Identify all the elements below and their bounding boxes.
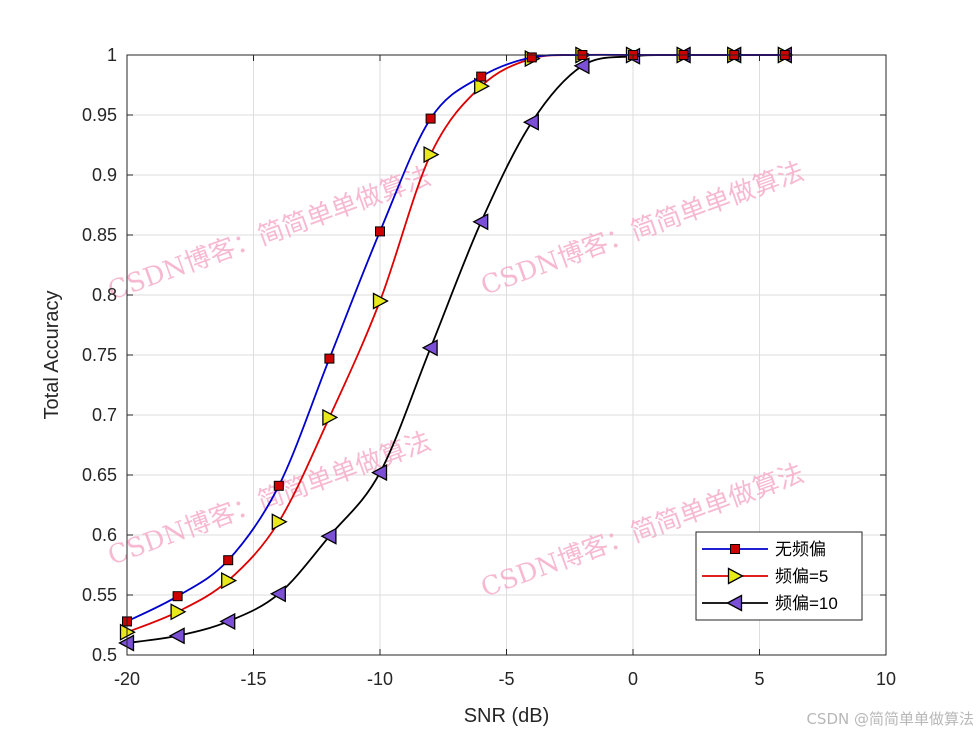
watermark-3: CSDN博客：简简单单做算法 bbox=[104, 427, 435, 572]
data-point bbox=[573, 57, 590, 75]
x-tick-label: -5 bbox=[498, 669, 514, 689]
data-point bbox=[219, 612, 236, 630]
legend-label: 无频偏 bbox=[775, 540, 826, 559]
data-point bbox=[172, 591, 183, 602]
data-point bbox=[476, 71, 487, 82]
series-2 bbox=[119, 46, 794, 641]
data-point bbox=[324, 353, 335, 364]
y-tick-label: 0.7 bbox=[92, 405, 117, 425]
data-point bbox=[371, 464, 388, 482]
x-tick-label: -10 bbox=[367, 669, 393, 689]
y-tick-label: 0.95 bbox=[82, 105, 117, 125]
y-tick-label: 0.75 bbox=[82, 345, 117, 365]
data-point bbox=[522, 113, 539, 131]
x-tick-label: -15 bbox=[240, 669, 266, 689]
y-tick-label: 0.9 bbox=[92, 165, 117, 185]
legend-marker bbox=[727, 567, 744, 585]
data-point bbox=[223, 555, 234, 566]
y-tick-label: 0.65 bbox=[82, 465, 117, 485]
x-tick-label: 10 bbox=[876, 669, 896, 689]
series-line bbox=[126, 53, 785, 634]
data-point bbox=[322, 408, 339, 426]
data-point bbox=[423, 146, 440, 164]
data-point bbox=[320, 527, 337, 545]
legend-item: 频偏=5 bbox=[702, 567, 828, 586]
y-tick-label: 0.8 bbox=[92, 285, 117, 305]
series-3 bbox=[118, 46, 792, 652]
y-tick-label: 0.85 bbox=[82, 225, 117, 245]
legend-item: 频偏=10 bbox=[702, 594, 838, 613]
legend-label: 频偏=10 bbox=[775, 594, 838, 613]
data-point bbox=[269, 585, 286, 603]
x-tick-label: 5 bbox=[754, 669, 764, 689]
data-point bbox=[425, 113, 436, 124]
x-axis-label: SNR (dB) bbox=[464, 705, 550, 727]
data-point bbox=[526, 52, 537, 63]
series-1 bbox=[122, 50, 790, 627]
data-point bbox=[421, 339, 438, 357]
legend-item: 无频偏 bbox=[702, 540, 826, 559]
data-point bbox=[221, 572, 238, 590]
y-tick-label: 0.55 bbox=[82, 585, 117, 605]
series-line bbox=[126, 54, 785, 644]
data-point bbox=[168, 627, 185, 645]
data-point bbox=[271, 513, 288, 531]
y-tick-label: 0.6 bbox=[92, 525, 117, 545]
legend-label: 频偏=5 bbox=[775, 567, 828, 586]
y-tick-label: 0.5 bbox=[92, 645, 117, 665]
series-layer bbox=[118, 46, 794, 652]
x-tick-label: -20 bbox=[114, 669, 140, 689]
legend-marker bbox=[730, 544, 740, 554]
data-point bbox=[273, 480, 284, 491]
y-tick-label: 1 bbox=[107, 45, 117, 65]
ticks-layer: -20 -15 -10 -5 0 5 10 0.5 0.55 0.6 0.65 0.7 0.75 0.8 0… bbox=[82, 45, 896, 689]
data-point bbox=[375, 226, 385, 237]
footer-credit: CSDN @简简单单做算法 bbox=[806, 710, 974, 728]
series-line bbox=[126, 53, 785, 623]
x-tick-label: 0 bbox=[628, 669, 638, 689]
watermark-2: CSDN博客：简简单单做算法 bbox=[477, 157, 808, 302]
y-axis-label: Total Accuracy bbox=[41, 291, 63, 420]
data-point bbox=[170, 603, 187, 621]
data-point bbox=[474, 77, 491, 95]
data-point bbox=[372, 292, 389, 310]
data-point bbox=[472, 213, 489, 231]
legend-marker bbox=[726, 594, 743, 612]
